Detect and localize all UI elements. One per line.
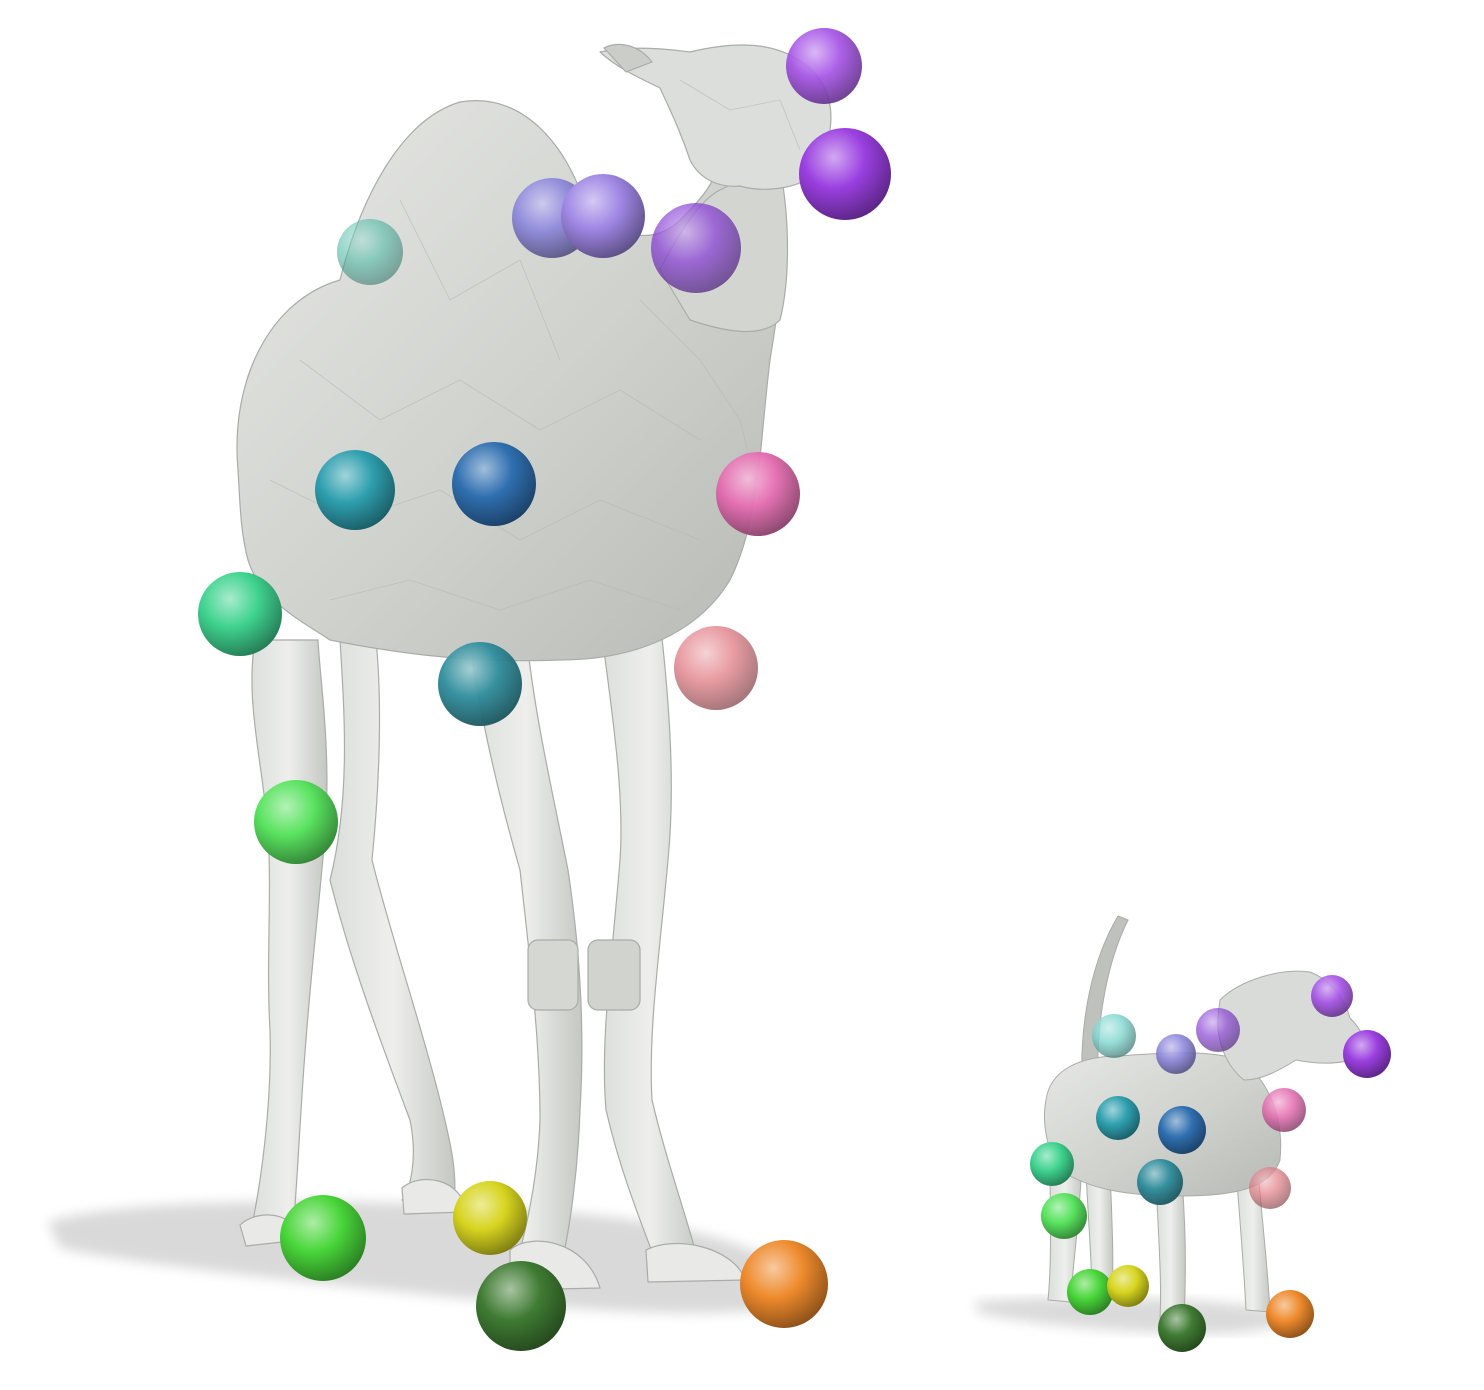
dog-marker-hind-foot-yellow <box>1107 1265 1149 1307</box>
camel-marker-chest-pink <box>716 452 800 536</box>
camel-marker-back-hump <box>337 219 403 285</box>
dog-marker-hind-foot-green <box>1067 1269 1113 1315</box>
camel-marker-belly-blue <box>452 442 536 526</box>
dog-mesh <box>1044 915 1365 1321</box>
camel-marker-hind-foot-yellow <box>453 1181 527 1255</box>
dog-marker-chest-pink <box>1262 1088 1306 1132</box>
dog-marker-hind-knee-green <box>1041 1193 1087 1239</box>
camel-marker-front-foot-orange <box>740 1240 828 1328</box>
dog-shadow <box>975 1297 1287 1334</box>
camel-marker-muzzle <box>799 128 891 220</box>
dog-marker-neck <box>1196 1008 1240 1052</box>
camel-marker-front-foot-darkgreen <box>476 1261 566 1351</box>
camel-marker-hind-knee-green <box>254 780 338 864</box>
camel-marker-hind-foot-green <box>280 1195 366 1281</box>
dog-marker-front-foot-darkgreen <box>1158 1304 1206 1352</box>
dog-marker-belly-blue <box>1158 1106 1206 1154</box>
camel-hind-leg-left <box>249 639 328 1243</box>
dog-marker-shoulder <box>1156 1034 1196 1074</box>
dog-marker-front-knee-rose <box>1249 1167 1291 1209</box>
dog-marker-head-top <box>1311 975 1353 1017</box>
camel-marker-shoulder-b <box>561 174 645 258</box>
camel-marker-neck-upper <box>651 203 741 293</box>
ground-shadows <box>48 1201 1287 1334</box>
dog-markers <box>1030 975 1391 1352</box>
camel-body <box>236 100 785 662</box>
camel-marker-front-knee-rose <box>674 626 758 710</box>
camel-marker-head-top <box>786 28 862 104</box>
camel-marker-belly-teal <box>438 642 522 726</box>
camel-shadow <box>48 1201 803 1314</box>
dog-marker-front-foot-orange <box>1266 1290 1314 1338</box>
camel-hind-leg-right <box>329 639 456 1213</box>
camel-knee-left <box>527 939 579 1011</box>
dog-hind-leg-right <box>1085 1169 1114 1301</box>
camel-markers <box>198 28 891 1351</box>
dog-marker-muzzle <box>1343 1030 1391 1078</box>
camel-marker-hip-teal <box>315 450 395 530</box>
camel-marker-tail-mint <box>198 572 282 656</box>
camel-ear <box>603 43 653 73</box>
dog-marker-tail-mint <box>1030 1142 1074 1186</box>
dog-marker-hip-teal <box>1096 1096 1140 1140</box>
dog-marker-belly-teal <box>1137 1159 1183 1205</box>
camel-knee-right <box>587 939 641 1011</box>
dog-marker-back <box>1092 1014 1136 1058</box>
